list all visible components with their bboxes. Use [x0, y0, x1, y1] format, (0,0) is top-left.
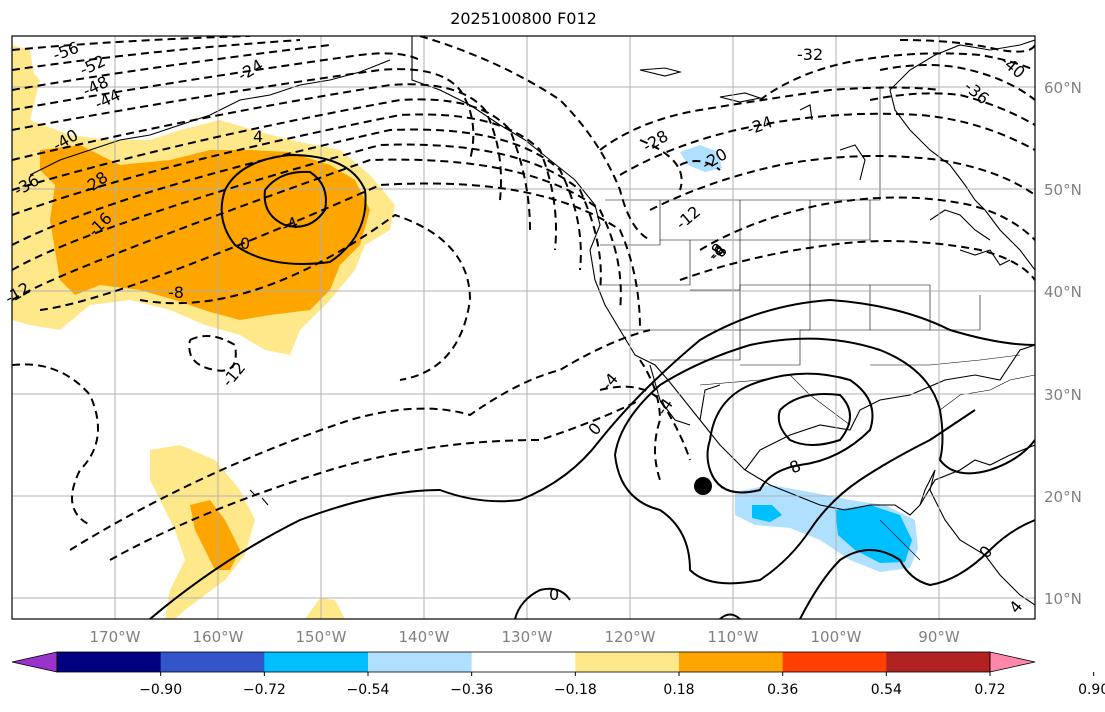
colorbar-segment: [160, 652, 265, 672]
contour-label: -4: [279, 213, 300, 236]
colorbar-tick-label: −0.36: [450, 682, 493, 698]
colorbar-segment: [471, 652, 576, 672]
colorbar-extend-high: [989, 651, 1036, 673]
positive-anomaly-region-south: [305, 598, 345, 619]
coastlines: [29, 36, 1035, 606]
map-title: 2025100800 F012: [450, 9, 597, 28]
colorbar-frame: [56, 651, 991, 673]
lat-tick-label: 40°N: [1044, 283, 1082, 301]
colorbar-segment: [57, 652, 162, 672]
lat-tick-label: 20°N: [1044, 488, 1082, 506]
lon-tick-label: 140°W: [399, 628, 450, 646]
colorbar-tick-label: −0.72: [243, 682, 286, 698]
negative-anomaly-region-mexico-mid: [835, 505, 912, 563]
lon-tick-label: 100°W: [811, 628, 862, 646]
colorbar-tick-label: −0.18: [554, 682, 597, 698]
negative-contours: [12, 36, 1035, 561]
lat-tick-label: 50°N: [1044, 181, 1082, 199]
lon-tick-label: 120°W: [605, 628, 656, 646]
colorbar-tick-label: 0.36: [767, 682, 798, 698]
colorbar-tick-label: 0.18: [663, 682, 694, 698]
positive-anomaly-core-hawaii: [190, 500, 240, 570]
colorbar-segment: [886, 652, 991, 672]
contour-label: 0: [549, 585, 559, 604]
lon-tick-label: 110°W: [708, 628, 759, 646]
latitude-axis: 60°N 50°N 40°N 30°N 20°N 10°N: [1044, 79, 1082, 608]
lat-tick-label: 10°N: [1044, 590, 1082, 608]
lon-tick-label: 150°W: [296, 628, 347, 646]
contour-label: -32: [797, 45, 823, 64]
lon-tick-label: 90°W: [918, 628, 960, 646]
colorbar: −0.90 −0.72 −0.54 −0.36 −0.18 0.18 0.36 0.54 0.7…: [11, 651, 1105, 698]
colorbar-segment: [575, 652, 680, 672]
lon-tick-label: 160°W: [193, 628, 244, 646]
colorbar-tick-label: −0.54: [347, 682, 390, 698]
lat-tick-label: 60°N: [1044, 79, 1082, 97]
colorbar-segment: [679, 652, 784, 672]
colorbar-tick-label: −0.90: [139, 682, 182, 698]
colorbar-extend-low: [11, 651, 58, 673]
storm-center-marker: [694, 477, 712, 495]
contour-label: 0: [240, 234, 250, 253]
colorbar-tick-label: 0.54: [871, 682, 902, 698]
lon-tick-label: 130°W: [502, 628, 553, 646]
colorbar-tick-label: 0.72: [974, 682, 1005, 698]
colorbar-tick-label: 0.90: [1078, 682, 1105, 698]
gridlines: [12, 36, 1035, 619]
contour-label: 4: [253, 127, 263, 146]
colorbar-segment: [368, 652, 473, 672]
positive-contours: [149, 153, 1035, 619]
colorbar-segment: [782, 652, 887, 672]
negative-anomaly-region-mexico-small: [752, 505, 782, 522]
map-frame: [11, 35, 1036, 620]
lon-tick-label: 170°W: [90, 628, 141, 646]
longitude-axis: 170°W 160°W 150°W 140°W 130°W 120°W 110°…: [90, 628, 960, 646]
contour-label: -8: [168, 283, 184, 302]
lat-tick-label: 30°N: [1044, 386, 1082, 404]
colorbar-segment: [264, 652, 369, 672]
